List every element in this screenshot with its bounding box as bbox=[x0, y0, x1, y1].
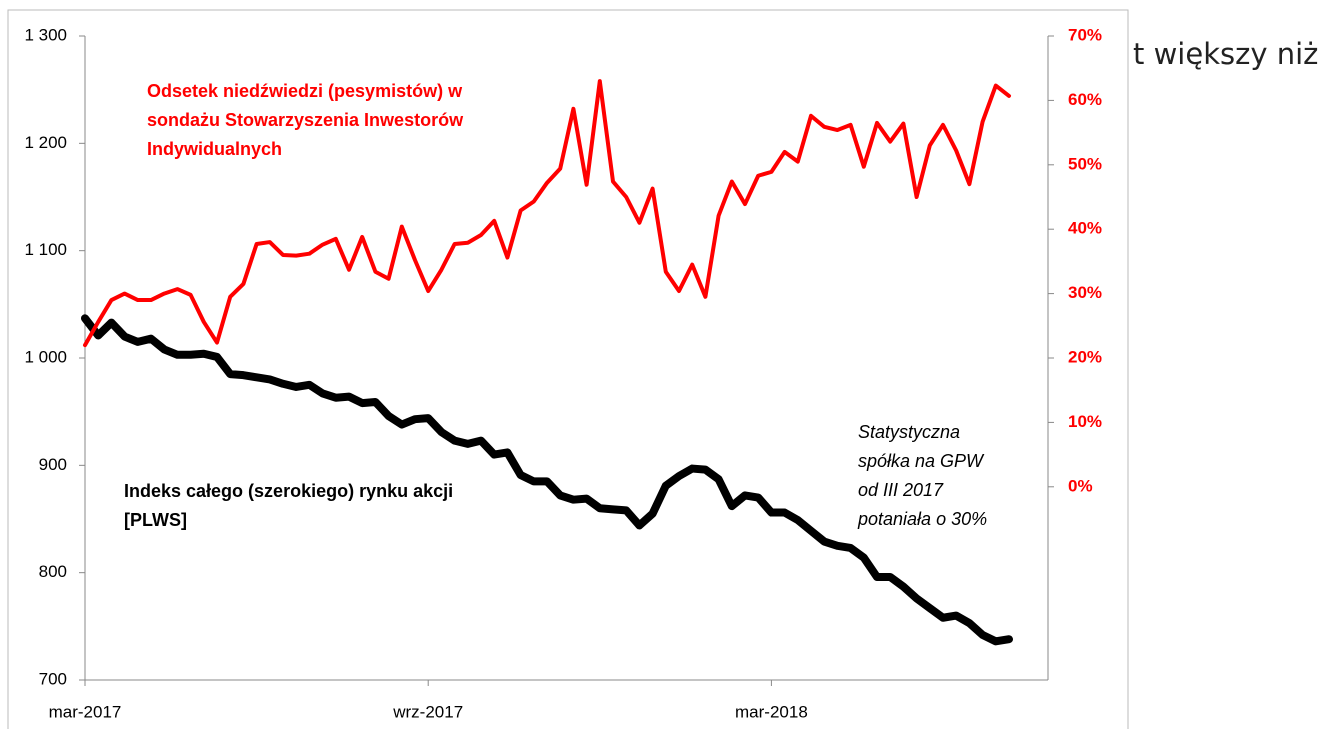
y-tick-label: 700 bbox=[39, 669, 67, 688]
annotation: Indywidualnych bbox=[147, 139, 282, 159]
y-tick-label: 1 200 bbox=[24, 133, 67, 152]
y2-tick-label: 20% bbox=[1068, 347, 1102, 366]
x-tick-label: wrz-2017 bbox=[392, 702, 463, 721]
data-line bbox=[81, 314, 1013, 646]
y2-tick-label: 50% bbox=[1068, 154, 1102, 173]
y-tick-label: 1 000 bbox=[24, 347, 67, 366]
annotation: [PLWS] bbox=[124, 510, 187, 530]
y-tick-label: 900 bbox=[39, 455, 67, 474]
y-tick-label: 1 100 bbox=[24, 240, 67, 259]
annotation: Indeks całego (szerokiego) rynku akcji bbox=[124, 481, 453, 501]
annotation: sondażu Stowarzyszenia Inwestorów bbox=[147, 110, 464, 130]
y-tick-label: 800 bbox=[39, 562, 67, 581]
y2-tick-label: 0% bbox=[1068, 476, 1093, 495]
annotation: Odsetek niedźwiedzi (pesymistów) w bbox=[147, 81, 463, 101]
y2-tick-label: 40% bbox=[1068, 219, 1102, 238]
annotation: spółka na GPW bbox=[858, 451, 985, 471]
y2-tick-label: 60% bbox=[1068, 90, 1102, 109]
annotation: potaniała o 30% bbox=[857, 509, 987, 529]
x-tick-label: mar-2018 bbox=[735, 702, 808, 721]
x-tick-label: mar-2017 bbox=[49, 702, 122, 721]
annotation: od III 2017 bbox=[858, 480, 944, 500]
annotation: Statystyczna bbox=[858, 422, 960, 442]
y-tick-label: 1 300 bbox=[24, 25, 67, 44]
y2-tick-label: 30% bbox=[1068, 283, 1102, 302]
y2-tick-label: 10% bbox=[1068, 412, 1102, 431]
y2-tick-label: 70% bbox=[1068, 25, 1102, 44]
data-line bbox=[83, 79, 1011, 348]
background-text: t większy niż bbox=[1133, 37, 1318, 71]
